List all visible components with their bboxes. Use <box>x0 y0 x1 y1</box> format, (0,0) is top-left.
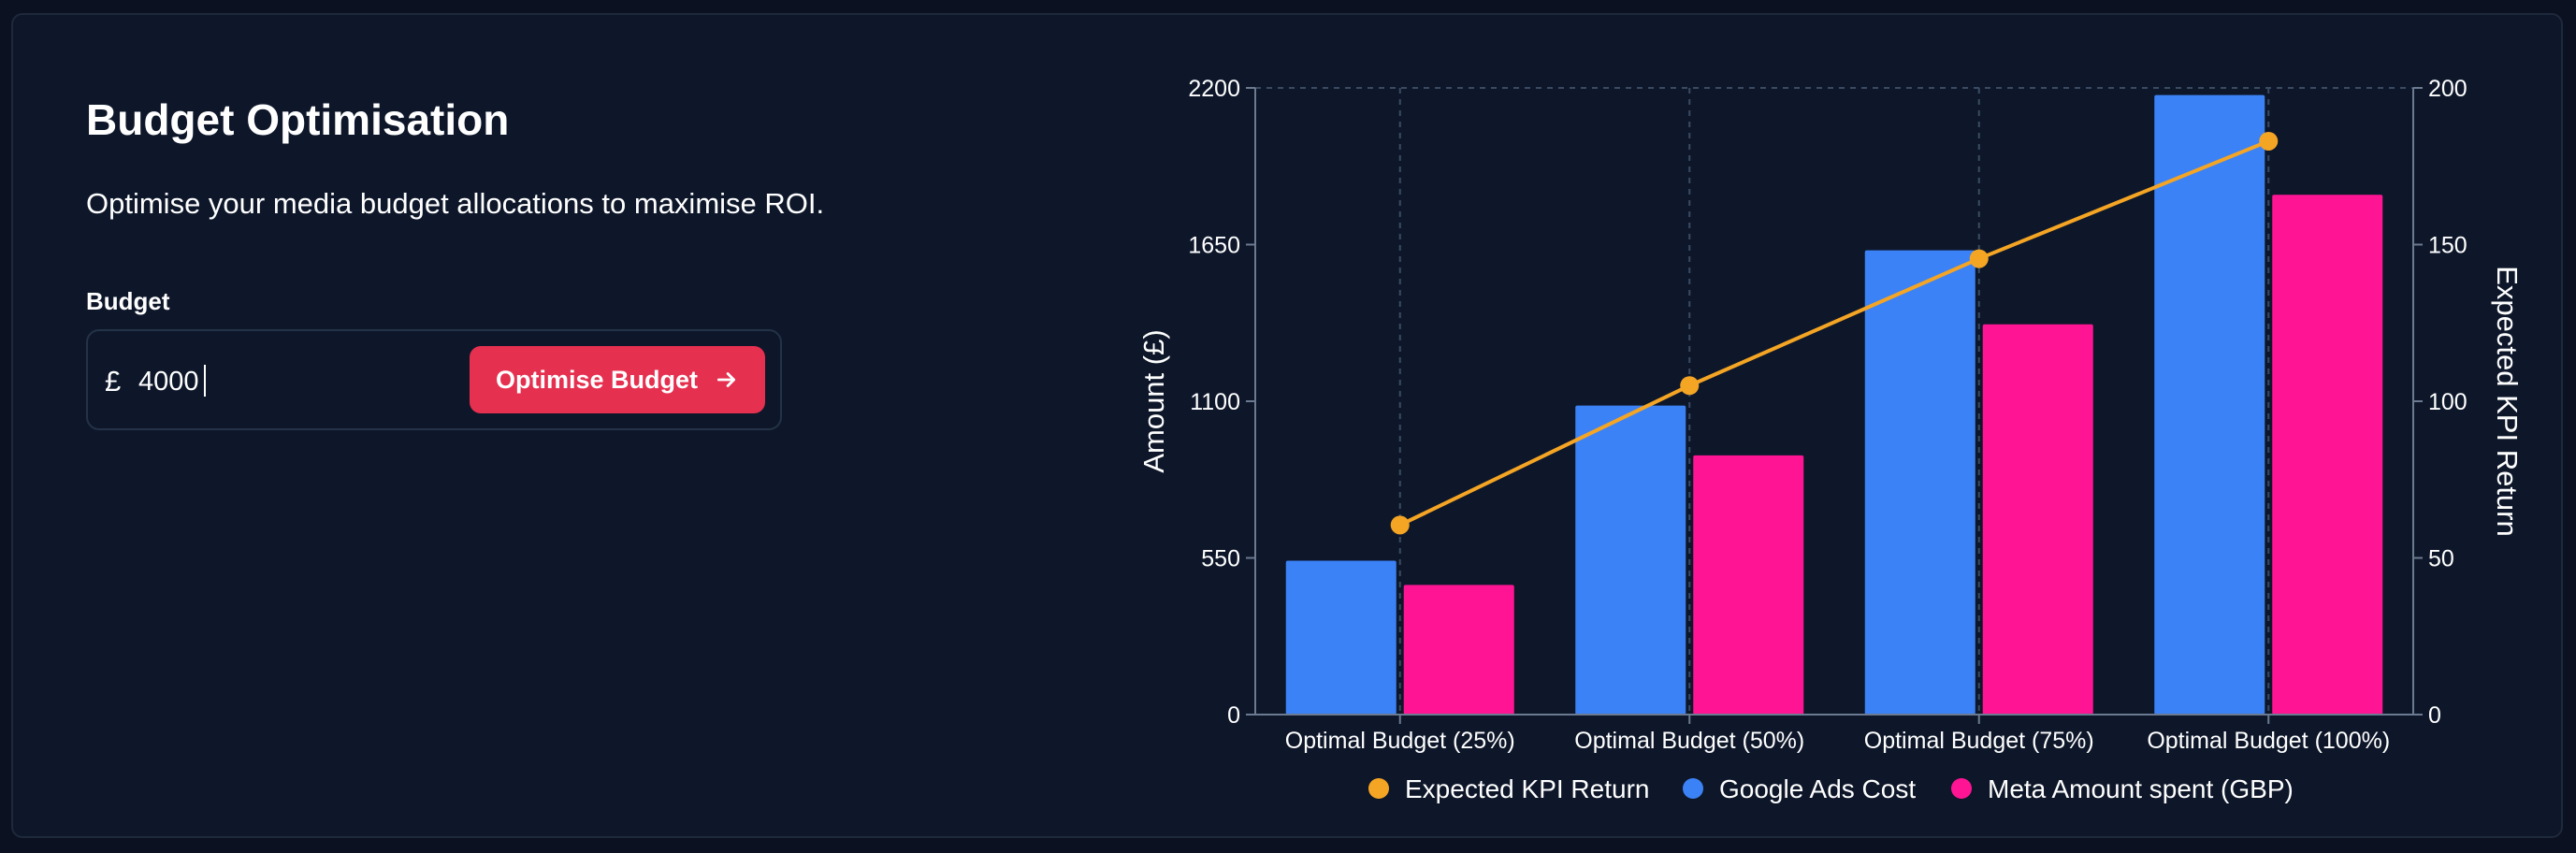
page-subtitle: Optimise your media budget allocations t… <box>86 187 825 220</box>
y-tick-label-right: 50 <box>2428 546 2454 572</box>
bar-google-ads-cost <box>1285 560 1397 715</box>
chart-grid <box>1255 87 2413 715</box>
x-tick-label: Optimal Budget (75%) <box>1864 728 2094 754</box>
chart-legend: Expected KPI Return Google Ads Cost Meta A… <box>1368 774 2294 803</box>
kpi-return-line <box>1398 139 2270 528</box>
budget-label: Budget <box>86 287 170 315</box>
chart-bars <box>1285 94 2383 716</box>
page-title: Budget Optimisation <box>86 95 510 144</box>
kpi-return-point <box>2259 131 2279 151</box>
chart-kpi-line <box>1390 131 2279 535</box>
optimise-budget-button-label: Optimise Budget <box>495 365 698 394</box>
chart-axes: 0 550 1100 1650 2200 0 50 100 150 200 Optimal Budg… <box>1137 76 2524 754</box>
bar-google-ads-cost <box>1864 250 1975 715</box>
bar-google-ads-cost <box>2154 94 2265 715</box>
y-tick-label-left: 550 <box>1201 546 1240 572</box>
kpi-return-point <box>1969 249 1989 268</box>
y-tick-label-left: 0 <box>1227 702 1240 729</box>
y-axis-title-right: Expected KPI Return <box>2491 266 2524 537</box>
legend-label: Google Ads Cost <box>1719 774 1916 803</box>
legend-label: Expected KPI Return <box>1405 774 1649 803</box>
x-tick-label: Optimal Budget (100%) <box>2147 728 2390 754</box>
y-tick-label-right: 100 <box>2428 389 2467 415</box>
bar-meta-amount-spent <box>1982 324 2093 715</box>
bar-meta-amount-spent <box>1403 585 1514 715</box>
text-caret <box>204 365 206 397</box>
x-tick-label: Optimal Budget (50%) <box>1574 728 1804 754</box>
legend-label: Meta Amount spent (GBP) <box>1988 774 2294 803</box>
legend-marker <box>1683 778 1703 799</box>
currency-symbol: £ <box>105 365 122 398</box>
y-tick-label-right: 200 <box>2428 76 2467 102</box>
x-tick-label: Optimal Budget (25%) <box>1285 728 1515 754</box>
y-axis-title-left: Amount (£) <box>1137 329 1170 472</box>
kpi-return-point <box>1680 376 1700 396</box>
budget-input-group: £ Optimise Budget <box>86 329 782 430</box>
y-tick-label-left: 1100 <box>1190 389 1240 415</box>
budget-input[interactable] <box>137 357 440 406</box>
y-tick-label-left: 2200 <box>1188 76 1240 102</box>
y-tick-label-right: 150 <box>2428 233 2467 259</box>
bar-google-ads-cost <box>1575 405 1686 715</box>
legend-marker <box>1368 778 1389 799</box>
bar-meta-amount-spent <box>1693 455 1804 715</box>
y-tick-label-left: 1650 <box>1188 233 1240 259</box>
optimise-budget-button[interactable]: Optimise Budget <box>470 346 765 413</box>
bar-meta-amount-spent <box>2272 195 2383 716</box>
kpi-return-point <box>1390 515 1410 535</box>
arrow-right-icon <box>715 368 739 392</box>
legend-marker <box>1951 778 1972 799</box>
y-tick-label-right: 0 <box>2428 702 2441 729</box>
